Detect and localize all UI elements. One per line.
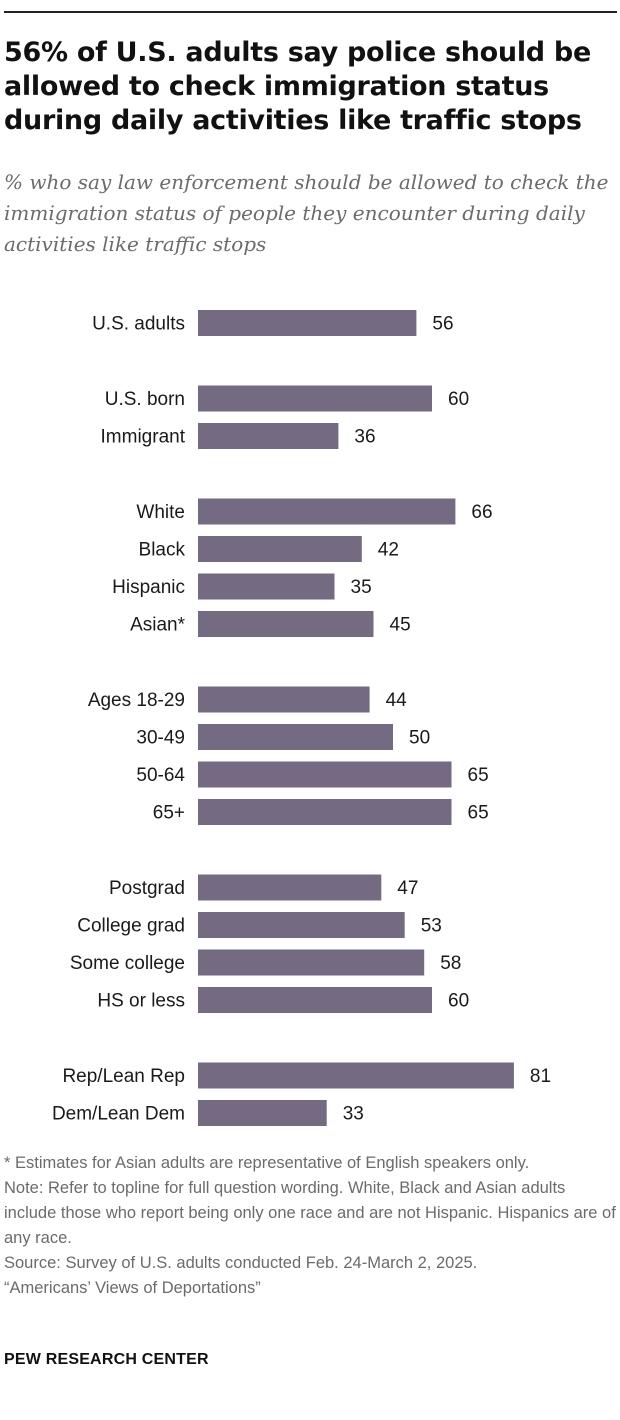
bar-hs-or-less — [198, 987, 432, 1013]
category-label-65: 65+ — [153, 803, 185, 824]
bar-u-s-adults — [198, 310, 417, 336]
category-label-30-49: 30-49 — [136, 728, 185, 749]
chart-subtitle: % who say law enforcement should be allo… — [4, 170, 609, 256]
value-label-black: 42 — [378, 540, 399, 561]
category-label-rep-lean-rep: Rep/Lean Rep — [62, 1066, 185, 1087]
value-label-hispanic: 35 — [351, 577, 372, 598]
category-label-asian: Asian* — [130, 615, 186, 636]
bar-college-grad — [198, 912, 405, 938]
category-label-some-college: Some college — [70, 953, 185, 974]
category-label-50-64: 50-64 — [136, 765, 185, 786]
bar-rep-lean-rep — [198, 1062, 514, 1089]
category-label-ages-18-29: Ages 18-29 — [88, 690, 185, 711]
value-label-immigrant: 36 — [354, 427, 375, 448]
bar-some-college — [198, 949, 425, 976]
value-label-white: 66 — [471, 502, 492, 523]
value-label-50-64: 65 — [468, 765, 489, 786]
category-label-college-grad: College grad — [77, 916, 185, 937]
category-label-black: Black — [139, 540, 186, 561]
note: Note: Refer to topline for full question… — [4, 1179, 616, 1247]
category-label-white: White — [136, 502, 185, 523]
bar-65 — [198, 799, 452, 825]
bar-hispanic — [198, 573, 335, 600]
bar-chart: U.S. adults 56 U.S. born 60 Immigrant 36 White… — [52, 310, 551, 1126]
category-label-postgrad: Postgrad — [109, 878, 185, 899]
bar-u-s-born — [198, 385, 432, 412]
value-label-college-grad: 53 — [421, 916, 442, 937]
category-label-u-s-born: U.S. born — [105, 389, 185, 410]
bar-white — [198, 498, 456, 525]
value-label-30-49: 50 — [409, 728, 430, 749]
bar-30-49 — [198, 724, 393, 750]
bar-postgrad — [198, 874, 382, 901]
value-label-65: 65 — [468, 803, 489, 824]
value-label-hs-or-less: 60 — [448, 991, 469, 1012]
bar-immigrant — [198, 423, 339, 449]
footnotes: * Estimates for Asian adults are represe… — [4, 1151, 616, 1301]
value-label-some-college: 58 — [440, 953, 461, 974]
category-label-hs-or-less: HS or less — [97, 991, 185, 1012]
value-label-dem-lean-dem: 33 — [343, 1104, 364, 1125]
value-label-u-s-adults: 56 — [432, 314, 453, 335]
asterisk-note: * Estimates for Asian adults are represe… — [4, 1154, 530, 1172]
category-label-immigrant: Immigrant — [101, 427, 186, 448]
value-label-u-s-born: 60 — [448, 389, 469, 410]
value-label-rep-lean-rep: 81 — [530, 1066, 551, 1087]
value-label-asian: 45 — [390, 615, 411, 636]
bar-50-64 — [198, 761, 452, 788]
organization-name: PEW RESEARCH CENTER — [4, 1351, 209, 1368]
category-label-u-s-adults: U.S. adults — [92, 314, 185, 335]
bar-black — [198, 536, 362, 562]
category-label-hispanic: Hispanic — [112, 577, 185, 598]
value-label-ages-18-29: 44 — [386, 690, 408, 711]
chart-title: 56% of U.S. adults say police should be … — [4, 37, 591, 136]
bar-ages-18-29 — [198, 686, 370, 713]
bar-asian — [198, 611, 374, 637]
top-rule — [4, 11, 617, 13]
bar-dem-lean-dem — [198, 1100, 327, 1126]
source: Source: Survey of U.S. adults conducted … — [4, 1254, 478, 1272]
value-label-postgrad: 47 — [397, 878, 418, 899]
category-label-dem-lean-dem: Dem/Lean Dem — [52, 1104, 185, 1125]
report-title: “Americans’ Views of Deportations” — [4, 1279, 261, 1297]
